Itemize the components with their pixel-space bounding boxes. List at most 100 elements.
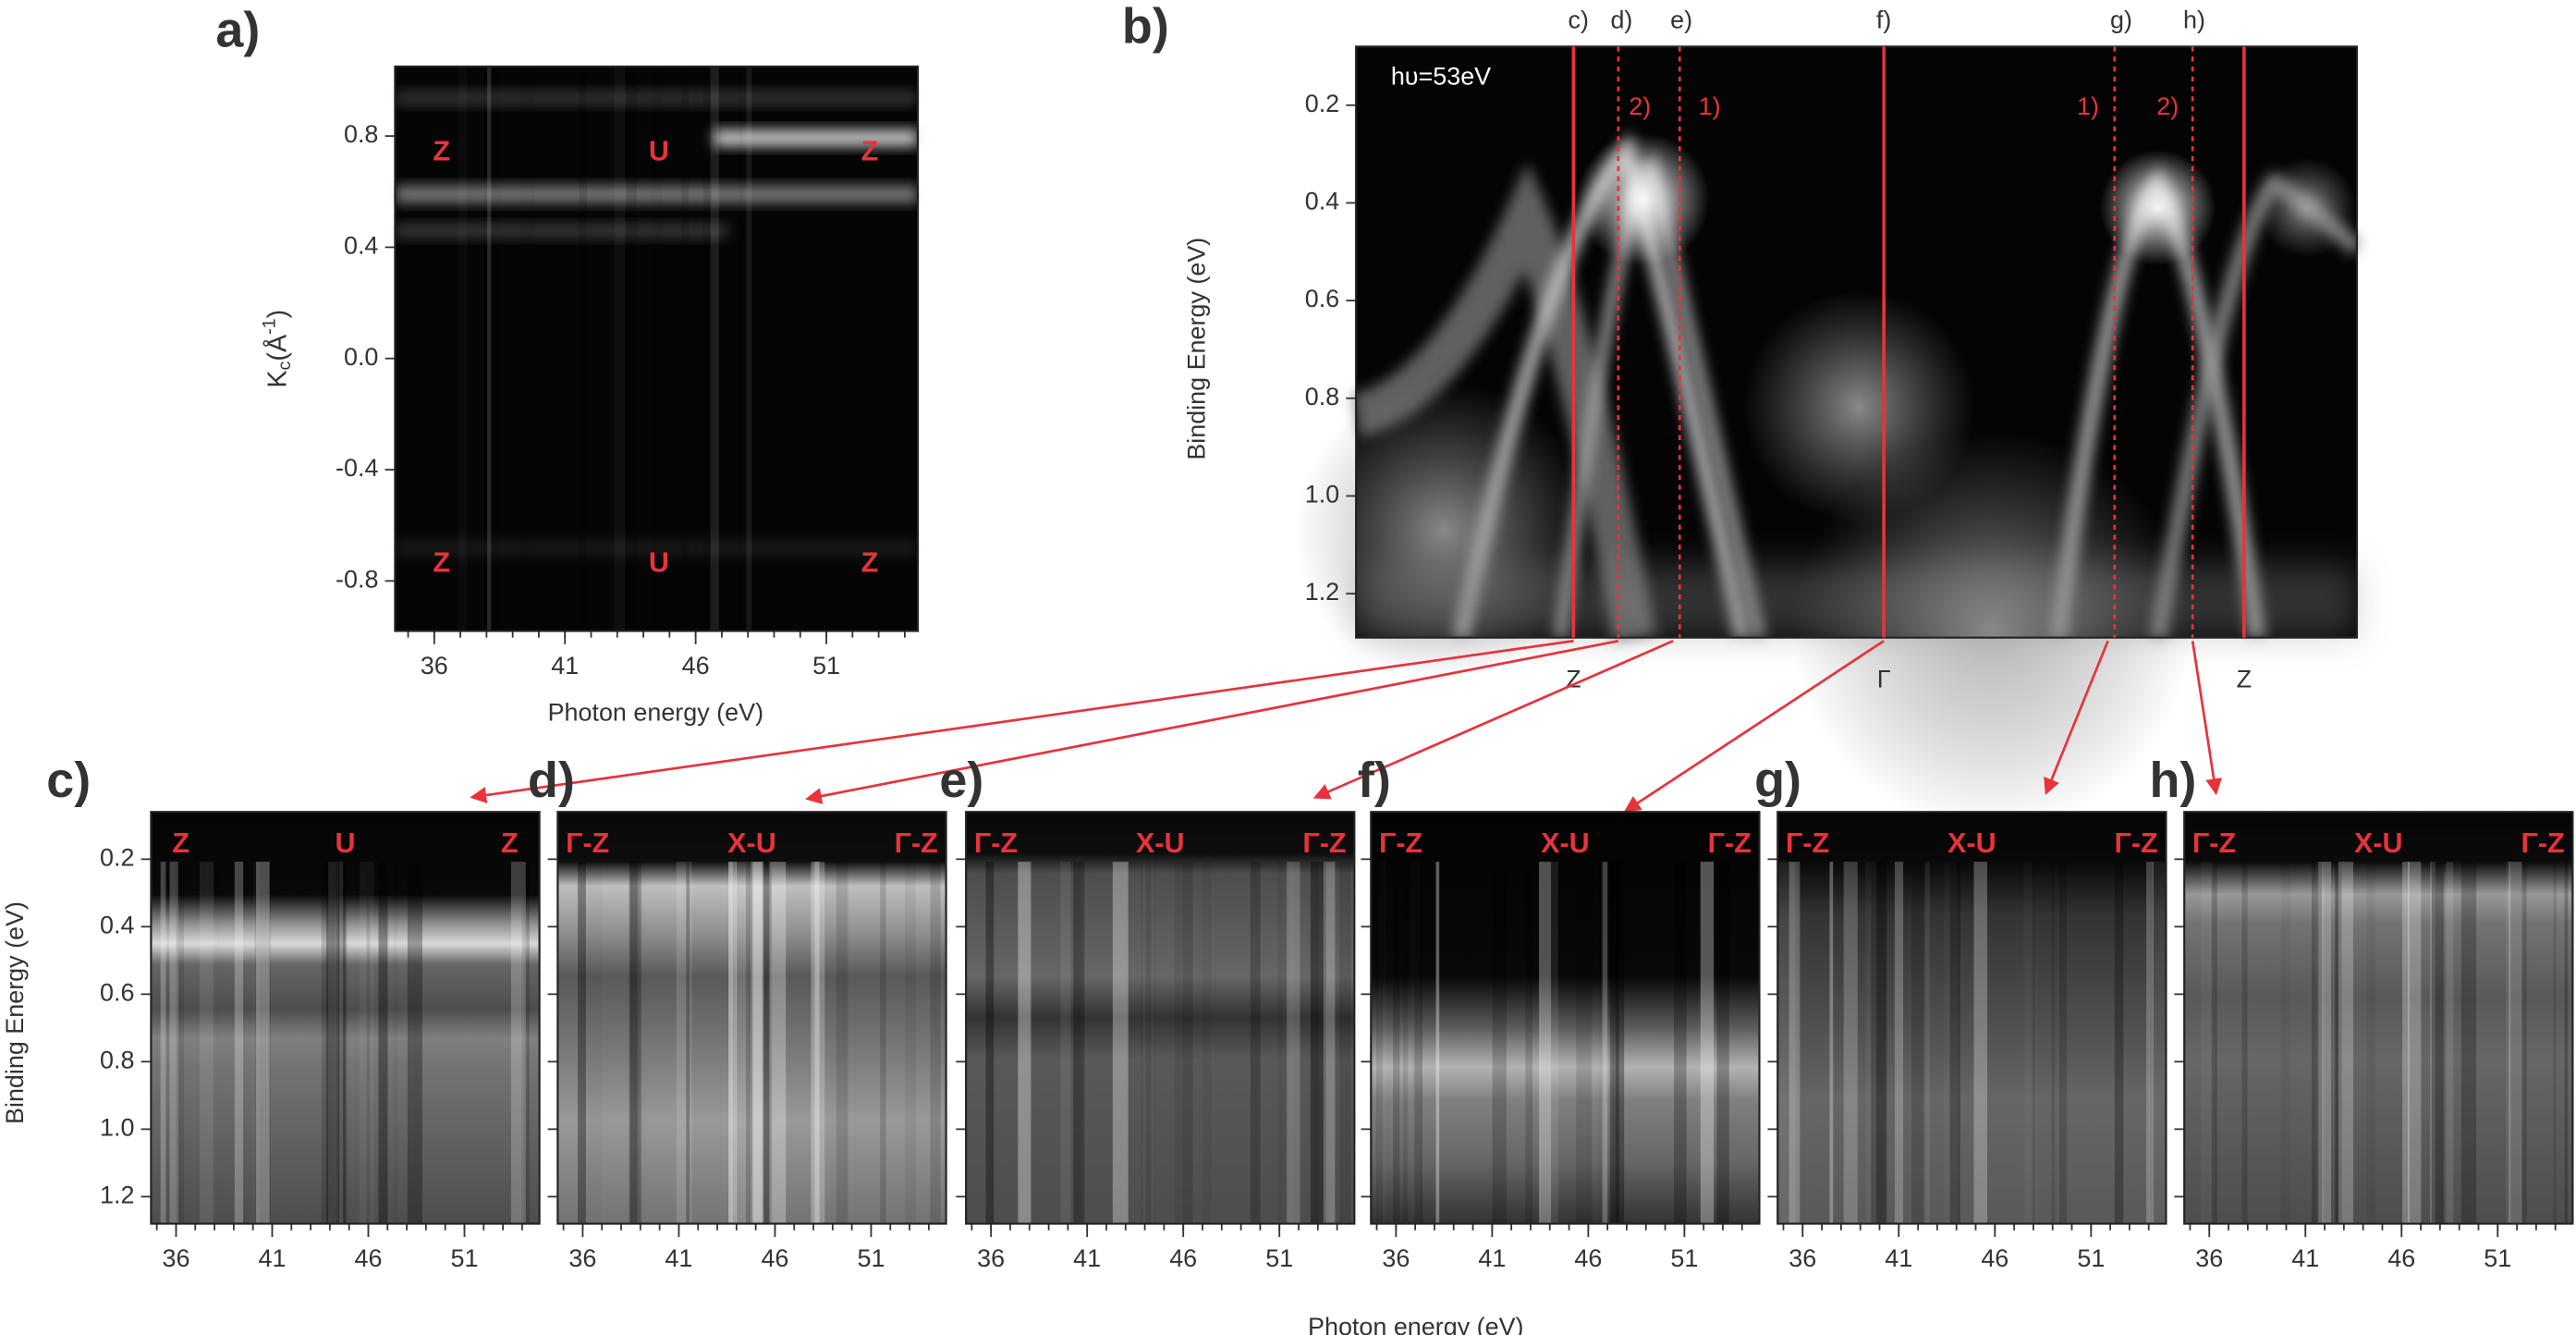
intensity-blob bbox=[2257, 157, 2357, 258]
x-tick-label: 46 bbox=[2387, 1244, 2415, 1272]
image-texture bbox=[1576, 862, 1593, 1224]
image-texture bbox=[2151, 862, 2167, 1224]
image-texture bbox=[1174, 862, 1182, 1224]
image-texture bbox=[1145, 862, 1152, 1224]
y-axis-label-part: K bbox=[262, 371, 292, 388]
image-texture bbox=[366, 862, 371, 1224]
image-texture bbox=[728, 862, 734, 1224]
y-tick-label: 0.8 bbox=[100, 1046, 134, 1073]
image-texture bbox=[1181, 862, 1193, 1224]
point-label: Γ-Z bbox=[1786, 827, 1829, 859]
intensity-blob bbox=[2099, 149, 2216, 266]
cut-arrow bbox=[2044, 640, 2109, 796]
image-texture bbox=[1865, 862, 1877, 1224]
x-tick-label: 36 bbox=[2195, 1244, 2223, 1272]
image-texture bbox=[1609, 862, 1619, 1224]
axes-frame bbox=[556, 811, 947, 1225]
image-texture bbox=[1492, 862, 1507, 1224]
image-texture bbox=[1539, 862, 1552, 1224]
panel-label: e) bbox=[939, 753, 983, 808]
image-texture bbox=[752, 862, 763, 1224]
image-texture bbox=[1393, 862, 1400, 1224]
image-texture bbox=[1924, 862, 1930, 1224]
y-axis-label-part: (Å bbox=[262, 334, 292, 361]
cut-label: h) bbox=[2183, 6, 2205, 34]
image-texture bbox=[1073, 862, 1085, 1224]
image-texture bbox=[1112, 862, 1129, 1224]
point-label: Z bbox=[172, 827, 189, 859]
image-texture bbox=[2316, 862, 2322, 1224]
image-texture bbox=[811, 862, 820, 1224]
cut-arrow bbox=[1312, 640, 1674, 800]
point-label: X-U bbox=[2354, 827, 2403, 859]
image-texture bbox=[2366, 862, 2376, 1224]
image-texture bbox=[2211, 862, 2217, 1224]
image-texture bbox=[1277, 862, 1287, 1224]
band-dispersion bbox=[1350, 162, 1656, 643]
image-texture bbox=[1973, 862, 1987, 1224]
image-texture bbox=[1323, 862, 1336, 1224]
image-texture bbox=[814, 862, 825, 1224]
image-texture bbox=[2335, 862, 2342, 1224]
image-texture bbox=[216, 862, 220, 1223]
cut-label: c) bbox=[1569, 6, 1589, 34]
image-texture bbox=[1892, 862, 1909, 1223]
x-tick-label: 41 bbox=[2291, 1244, 2319, 1272]
panel-label: f) bbox=[1358, 753, 1391, 808]
point-label: Z bbox=[433, 547, 450, 579]
y-tick-label: 0.2 bbox=[1305, 90, 1339, 117]
image-texture bbox=[836, 862, 848, 1224]
image-texture bbox=[629, 862, 638, 1224]
image-texture bbox=[487, 66, 492, 631]
cut-arrow bbox=[2191, 641, 2223, 796]
intensity-band bbox=[395, 186, 919, 203]
image-texture bbox=[326, 862, 340, 1224]
cut-number: 2) bbox=[1629, 92, 1651, 120]
image-texture bbox=[1311, 862, 1319, 1224]
image-texture bbox=[2430, 862, 2436, 1224]
image-texture bbox=[985, 862, 995, 1224]
image-texture bbox=[680, 66, 690, 631]
y-tick-label: 0.2 bbox=[100, 843, 134, 871]
image-texture bbox=[880, 862, 886, 1224]
image-texture bbox=[1414, 862, 1422, 1224]
y-tick-label: 0.8 bbox=[344, 120, 378, 148]
image-texture bbox=[510, 862, 526, 1224]
intensity-map bbox=[395, 66, 919, 631]
image-texture bbox=[2146, 862, 2155, 1224]
point-label: Γ-Z bbox=[1302, 827, 1346, 859]
point-label: U bbox=[649, 135, 669, 166]
cut-label: d) bbox=[1610, 6, 1632, 34]
image-texture bbox=[728, 862, 738, 1224]
image-texture bbox=[813, 862, 820, 1224]
y-tick-label: -0.8 bbox=[336, 565, 378, 593]
image-texture bbox=[1611, 862, 1617, 1224]
image-texture bbox=[2051, 862, 2056, 1224]
point-label: U bbox=[335, 827, 355, 859]
image-texture bbox=[394, 862, 398, 1223]
image-texture bbox=[578, 862, 587, 1224]
intensity-band bbox=[395, 224, 727, 238]
image-texture bbox=[2311, 862, 2322, 1224]
image-texture bbox=[1778, 862, 1796, 1224]
image-texture bbox=[2058, 862, 2068, 1224]
image-texture bbox=[746, 66, 752, 631]
cut-number: 1) bbox=[2077, 92, 2099, 120]
image-texture bbox=[763, 862, 772, 1224]
intensity-floor bbox=[1356, 564, 2357, 638]
image-texture bbox=[1674, 862, 1687, 1224]
image-texture bbox=[458, 67, 468, 631]
x-tick-label: 41 bbox=[1073, 1244, 1101, 1272]
x-tick-label: 36 bbox=[977, 1244, 1005, 1272]
cut-arrow bbox=[1623, 640, 1885, 813]
axes-frame bbox=[1355, 45, 2359, 639]
point-label: X-U bbox=[1947, 827, 1996, 859]
x-tick-label: 51 bbox=[2077, 1244, 2105, 1272]
x-tick-label: 46 bbox=[1981, 1244, 2008, 1272]
image-texture bbox=[739, 67, 743, 631]
image-texture bbox=[1875, 862, 1886, 1224]
image-texture bbox=[702, 66, 713, 631]
image-texture bbox=[1250, 862, 1261, 1224]
image-texture bbox=[360, 862, 374, 1224]
panel-label: a) bbox=[215, 2, 260, 57]
